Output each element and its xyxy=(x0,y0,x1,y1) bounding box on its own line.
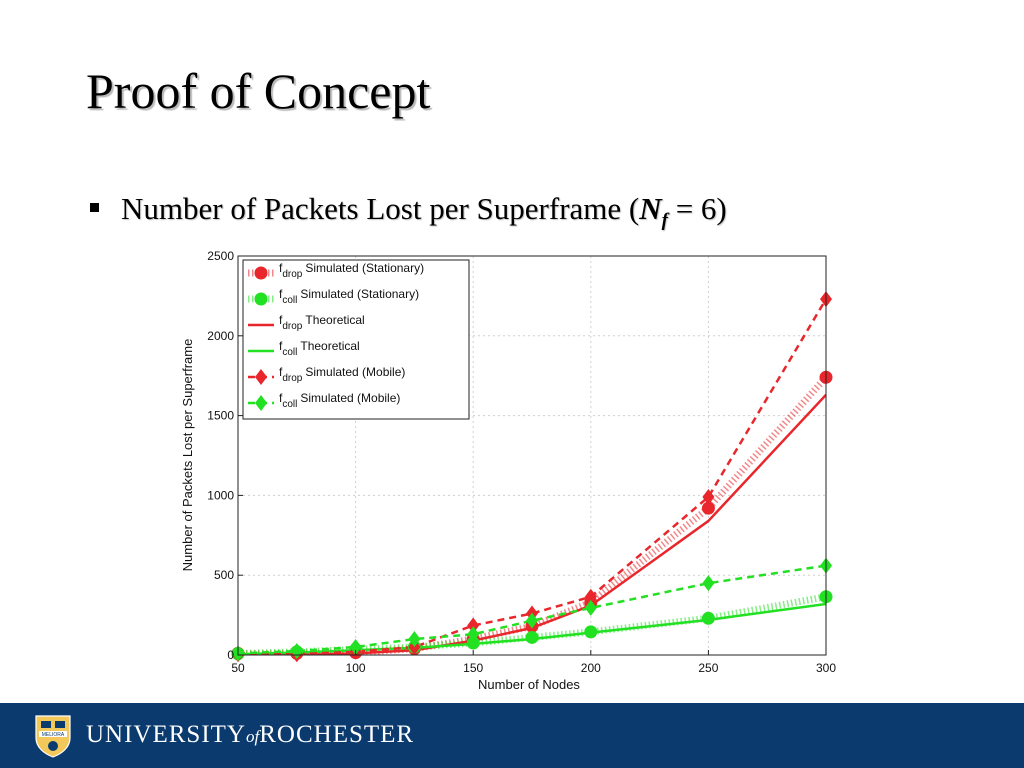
chart-legend: fdrop Simulated (Stationary) fcoll Simulate… xyxy=(242,259,470,420)
x-tick-label: 250 xyxy=(698,661,718,675)
series-line-coll-dashed xyxy=(238,564,826,655)
data-point-coll-hatched xyxy=(466,636,480,650)
legend-entry-label: fcoll Simulated (Stationary) xyxy=(279,287,419,306)
data-point-coll-hatched xyxy=(701,611,715,625)
slide-title: Proof of Concept xyxy=(86,63,431,119)
legend-entry-label: fdrop Simulated (Stationary) xyxy=(279,261,424,280)
bullet-suffix: = 6) xyxy=(667,191,727,226)
series-line-coll-hatched xyxy=(238,593,826,655)
y-tick-label: 1000 xyxy=(207,488,234,502)
data-point-drop-dashed xyxy=(584,588,597,605)
y-axis-label: Number of Packets Lost per Superframe xyxy=(180,339,195,572)
x-tick-label: 300 xyxy=(816,661,836,675)
y-tick-label: 2500 xyxy=(207,249,234,263)
data-point-coll-dashed xyxy=(702,575,715,592)
university-wordmark: UNIVERSITYofROCHESTER xyxy=(86,721,415,748)
data-point-drop-dashed xyxy=(702,488,715,505)
legend-marker xyxy=(255,395,267,411)
x-tick-label: 100 xyxy=(346,661,366,675)
footer-bar: MELIORA UNIVERSITYofROCHESTER xyxy=(0,703,1024,768)
data-point-coll-dashed xyxy=(584,599,597,616)
bullet-square-icon xyxy=(90,203,99,212)
data-point-coll-dashed xyxy=(349,639,362,656)
y-tick-label: 1500 xyxy=(207,409,234,423)
data-point-coll-hatched xyxy=(525,630,539,644)
y-tick-label: 0 xyxy=(227,648,234,662)
y-tick-label: 2000 xyxy=(207,329,234,343)
plot-frame xyxy=(237,255,827,656)
series-line-drop-dashed xyxy=(238,298,826,655)
bullet-text: Number of Packets Lost per Superframe ( xyxy=(121,191,640,226)
data-point-coll-dashed xyxy=(526,612,538,629)
x-tick-label: 50 xyxy=(231,661,245,675)
university-seal-icon: MELIORA xyxy=(35,715,71,758)
legend-marker xyxy=(255,369,267,385)
x-tick-label: 200 xyxy=(581,661,601,675)
y-tick-label: 500 xyxy=(214,568,234,582)
data-point-drop-dashed xyxy=(467,617,480,634)
bullet-item: Number of Packets Lost per Superframe (N… xyxy=(90,193,727,230)
legend-entry-label: fcoll Theoretical xyxy=(279,339,360,358)
packet-loss-chart: 50 100 150 200 250 300 0 500 1000 1500 2000 2500 Nu… xyxy=(180,249,836,692)
legend-entry-label: fcoll Simulated (Mobile) xyxy=(279,391,400,410)
seal-motto: MELIORA xyxy=(42,732,65,738)
legend-marker xyxy=(254,266,268,280)
data-point-coll-dashed xyxy=(467,626,480,643)
x-axis-label: Number of Nodes xyxy=(478,677,580,692)
data-point-coll-dashed xyxy=(408,631,421,648)
data-point-drop-hatched xyxy=(701,501,715,515)
data-point-coll-hatched xyxy=(584,625,598,639)
bullet-variable: Nf xyxy=(639,191,668,232)
legend-box xyxy=(242,259,470,420)
axis-ticks: 50 100 150 200 250 300 0 500 1000 1500 2000 2500 xyxy=(207,249,836,675)
legend-entry-label: fdrop Simulated (Mobile) xyxy=(279,365,405,384)
x-tick-label: 150 xyxy=(463,661,483,675)
legend-marker xyxy=(254,292,268,306)
legend-entry-label: fdrop Theoretical xyxy=(279,313,365,332)
